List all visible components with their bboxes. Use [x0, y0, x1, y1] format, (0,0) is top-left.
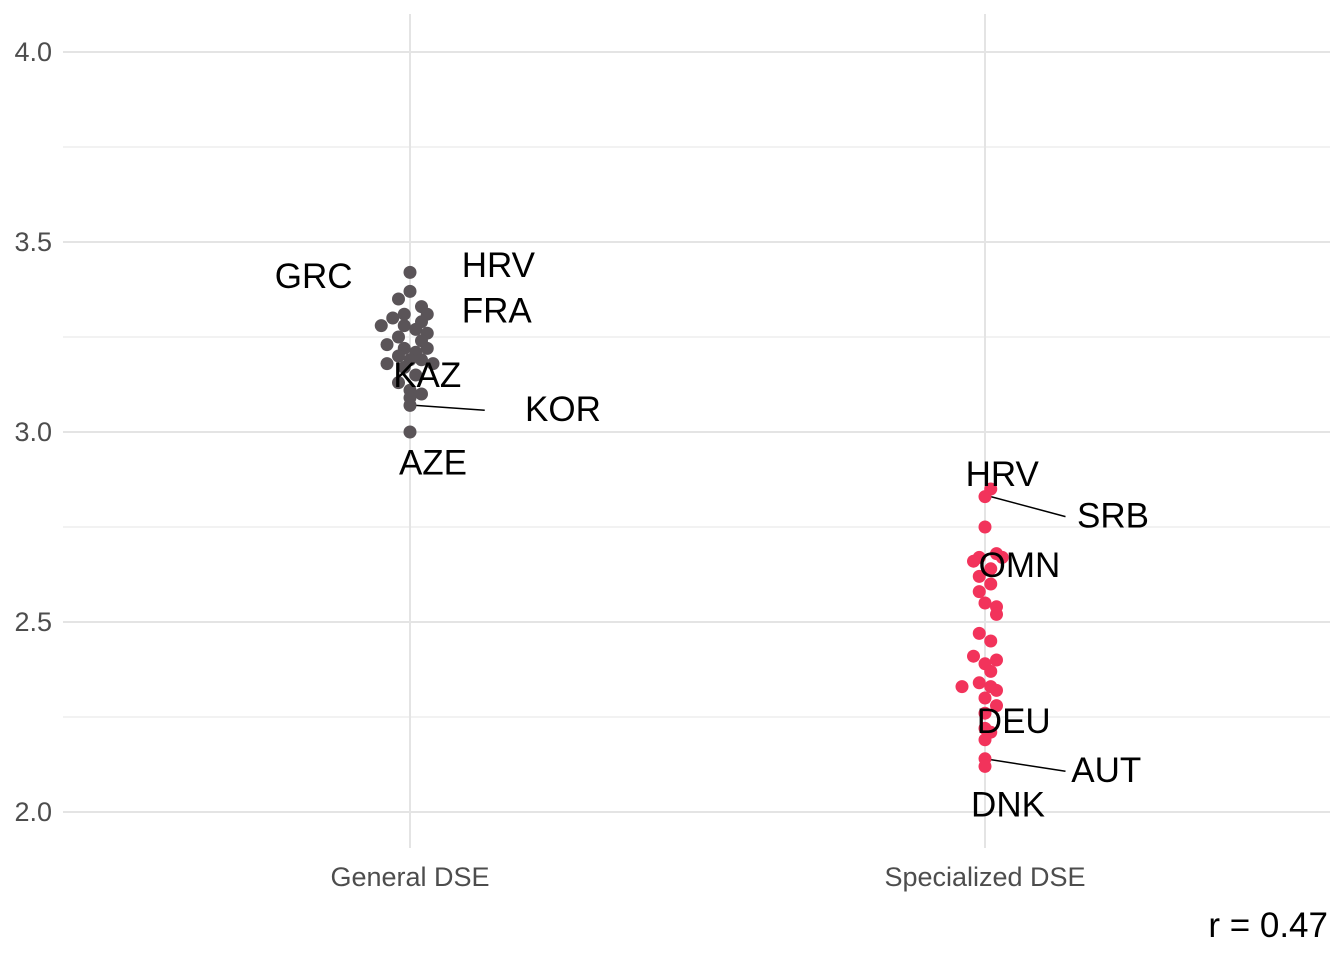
data-point: [392, 349, 405, 363]
x-axis-ticks: General DSE Specialized DSE: [330, 862, 1085, 892]
point-label: AUT: [1071, 751, 1141, 790]
data-point: [978, 490, 992, 504]
point-label: KAZ: [393, 356, 461, 395]
data-point: [990, 607, 1003, 621]
data-point: [403, 284, 417, 298]
data-point: [978, 691, 992, 705]
x-tick-label: Specialized DSE: [884, 862, 1085, 892]
data-point: [415, 353, 428, 367]
data-point: [990, 683, 1003, 697]
data-point: [403, 398, 417, 412]
y-tick-label: 3.5: [14, 227, 52, 257]
data-point: [972, 569, 986, 583]
point-label: HRV: [462, 246, 536, 285]
point-label: SRB: [1077, 497, 1149, 536]
data-point: [397, 319, 411, 333]
point-label: AZE: [399, 443, 467, 482]
point-label: GRC: [275, 257, 353, 296]
data-point: [380, 357, 394, 371]
data-point: [397, 360, 411, 374]
data-point: [967, 554, 980, 568]
data-point: [380, 338, 394, 352]
data-point: [995, 550, 1009, 564]
data-point: [978, 596, 992, 610]
leader-line: [984, 758, 1066, 772]
data-point: [403, 425, 417, 439]
data-point: [397, 307, 411, 321]
data-point: [990, 653, 1003, 667]
leader-line: [415, 404, 485, 411]
data-point: [978, 759, 992, 773]
data-point: [420, 341, 434, 355]
data-point: [403, 265, 417, 279]
data-point: [972, 676, 986, 690]
y-tick-label: 2.5: [14, 607, 52, 637]
data-point: [984, 664, 998, 678]
data-point: [978, 733, 992, 747]
point-label: FRA: [462, 291, 533, 330]
point-label: DNK: [971, 785, 1045, 824]
data-point: [392, 376, 405, 390]
gridlines: [63, 14, 1330, 848]
y-tick-label: 2.0: [14, 797, 52, 827]
data-point: [990, 699, 1003, 713]
point-label: OMN: [979, 546, 1061, 585]
point-label: DEU: [977, 702, 1051, 741]
point-label: HRV: [966, 455, 1040, 494]
data-point: [392, 292, 405, 306]
data-point: [409, 368, 423, 382]
point-label: KOR: [525, 390, 601, 429]
data-point: [386, 311, 400, 325]
data-point: [978, 706, 992, 720]
data-point: [984, 577, 998, 591]
data-point: [978, 520, 992, 534]
data-point: [415, 387, 428, 401]
x-tick-label: General DSE: [330, 862, 489, 892]
data-point: [972, 626, 986, 640]
label-leader-lines: [415, 404, 1066, 772]
data-points: [374, 265, 1009, 773]
y-tick-label: 4.0: [14, 37, 52, 67]
correlation-annotation: r = 0.47: [1208, 906, 1328, 945]
data-point: [972, 585, 986, 599]
data-point: [984, 634, 998, 648]
data-point: [409, 322, 423, 336]
data-point: [984, 562, 998, 576]
y-axis-ticks: 2.0 2.5 3.0 3.5 4.0: [14, 37, 52, 827]
y-tick-label: 3.0: [14, 417, 52, 447]
data-point: [374, 319, 388, 333]
data-point: [967, 649, 980, 663]
leader-line: [990, 495, 1066, 518]
data-point: [955, 680, 969, 694]
data-point: [392, 330, 405, 344]
data-point: [426, 357, 440, 371]
